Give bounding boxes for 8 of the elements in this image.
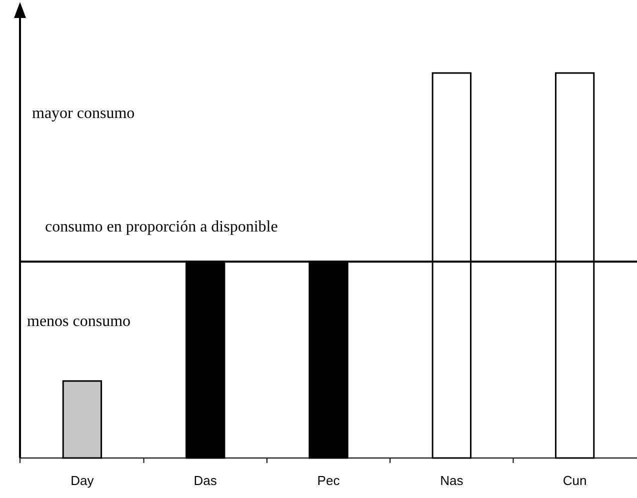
x-tick-label: Nas xyxy=(440,473,464,488)
x-tick-label: Day xyxy=(70,473,94,488)
x-tick-label: Pec xyxy=(317,473,340,488)
x-tick-label: Das xyxy=(194,473,218,488)
x-tick-label: Cun xyxy=(562,473,587,488)
ref-line-label: consumo en proporción a disponible xyxy=(45,218,278,236)
annotation: mayor consumo xyxy=(32,105,135,122)
annotation: menos consumo xyxy=(27,313,131,330)
